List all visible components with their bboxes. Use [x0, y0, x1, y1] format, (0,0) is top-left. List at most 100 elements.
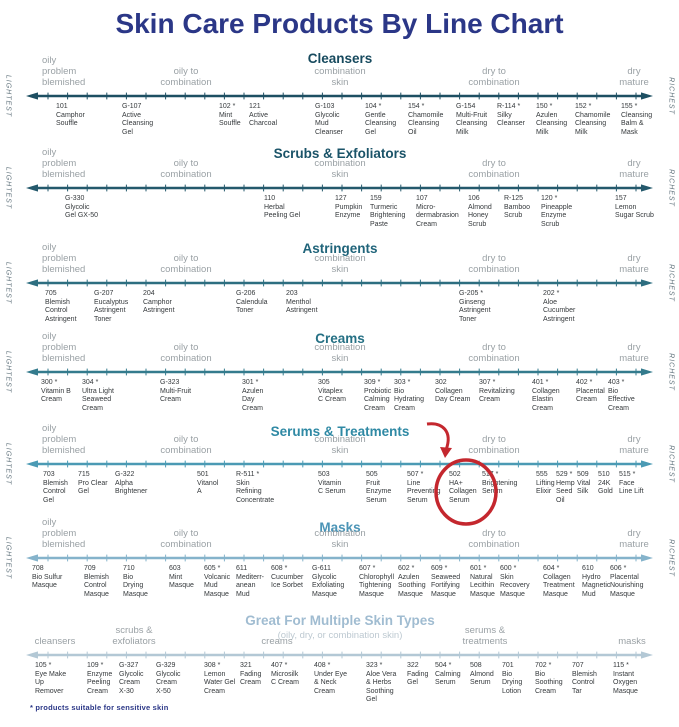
product-label: 152 * Chamomile Cleansing Milk: [575, 103, 611, 136]
product-label: 607 * Chlorophyll Tightening Masque: [359, 565, 395, 598]
axis-zone-label: serums & treatments: [462, 625, 508, 647]
product-label: 708 Bio Sulfur Masque: [32, 565, 63, 590]
lightest-label: LIGHTEST: [4, 536, 12, 580]
product-label: 707 Blemish Control Tar: [572, 662, 597, 695]
axis-zone-label: oily problem blemished: [42, 55, 86, 88]
product-label: 517 * Brightening Serum: [482, 471, 518, 496]
product-label: 555 Lifting Elixir: [536, 471, 555, 496]
product-label: 159 Turmeric Brightening Paste: [370, 195, 406, 228]
product-label: G-103 Glycolic Mud Cleanser: [315, 103, 344, 136]
product-label: 150 * Azulen Cleansing Milk: [536, 103, 568, 136]
product-label: R-511 * Skin Refining Concentrate: [236, 471, 275, 504]
axis-zone-label: dry mature: [619, 66, 649, 88]
product-label: 110 Herbal Peeling Gel: [264, 195, 301, 220]
section-title-scrubs: Scrubs & Exfoliators: [273, 146, 407, 161]
product-label: 154 * Chamomile Cleansing Oil: [408, 103, 444, 136]
product-label: 403 * Bio Effective Cream: [608, 379, 635, 412]
axis-cleansers: [26, 92, 653, 100]
product-label: 504 * Calming Serum: [435, 662, 461, 687]
axis-zone-label: dry to combination: [468, 158, 520, 180]
product-label: 505 Fruit Enzyme Serum: [366, 471, 392, 504]
lightest-label: LIGHTEST: [4, 261, 12, 305]
product-label: 715 Pro Clear Gel: [78, 471, 108, 496]
axis-zone-label: oily to combination: [160, 528, 212, 550]
section-title-cleansers: Cleansers: [307, 51, 373, 66]
product-label: 322 Fading Gel: [407, 662, 429, 687]
product-label: 608 * Cucumber Ice Sorbet: [271, 565, 304, 590]
section-title-masks: Masks: [319, 520, 361, 535]
axis-multi-skin-types: [26, 651, 653, 659]
axis-zone-label: dry mature: [619, 434, 649, 456]
product-label: G-322 Alpha Brightener: [115, 471, 148, 496]
product-label: 502 HA+ Collagen Serum: [449, 471, 477, 504]
lightest-label: LIGHTEST: [4, 350, 12, 394]
axis-zone-label: dry to combination: [468, 253, 520, 275]
product-label: 507 * Line Preventing Serum: [407, 471, 441, 504]
product-label: 701 Bio Drying Lotion: [502, 662, 523, 695]
richest-label: RICHEST: [667, 264, 675, 302]
axis-zone-label: dry mature: [619, 158, 649, 180]
product-label: 303 * Bio Hydrating Cream: [394, 379, 424, 412]
product-label: 202 * Aloe Cucumber Astringent: [543, 290, 576, 323]
axis-zone-label: masks: [618, 636, 646, 647]
axis-zone-label: oily to combination: [160, 253, 212, 275]
highlight-circle: [434, 458, 498, 526]
product-label: 605 * Volcanic Mud Masque: [204, 565, 231, 598]
product-label: 157 Lemon Sugar Scrub: [615, 195, 654, 220]
axis-zone-label: cleansers: [34, 636, 76, 647]
axis-zone-label: scrubs & exfoliators: [112, 625, 156, 647]
highlight-arrow: [426, 422, 450, 451]
richest-label: RICHEST: [667, 77, 675, 115]
product-label: 102 * Mint Souffle: [219, 103, 241, 128]
product-label: 703 Blemish Control Gel: [43, 471, 68, 504]
product-label: G-207 Eucalyptus Astringent Toner: [94, 290, 129, 323]
axis-zone-label: oily to combination: [160, 66, 212, 88]
axis-zone-label: combination skin: [314, 528, 366, 550]
product-label: G-330 Glycolic Gel GX-50: [65, 195, 99, 220]
product-label: 602 * Azulen Soothing Masque: [398, 565, 426, 598]
product-label: 120 * Pineapple Enzyme Scrub: [541, 195, 573, 228]
section-title-creams: Creams: [315, 331, 365, 346]
product-label: 301 * Azulen Day Cream: [242, 379, 264, 412]
axis-zone-label: oily problem blemished: [42, 517, 86, 550]
axis-astringents: [26, 279, 653, 287]
product-label: 609 * Seaweed Fortifying Masque: [431, 565, 461, 598]
product-label: 529 * Hemp Seed Oil: [556, 471, 575, 504]
product-label: 104 * Gentle Cleansing Gel: [365, 103, 397, 136]
product-label: 106 Almond Honey Scrub: [468, 195, 492, 228]
product-label: 307 * Revitalizing Cream: [479, 379, 515, 404]
product-label: 101 Camphor Souffle: [56, 103, 85, 128]
lightest-label: LIGHTEST: [4, 74, 12, 118]
axis-zone-label: oily problem blemished: [42, 242, 86, 275]
product-label: 402 * Placental Cream: [576, 379, 605, 404]
sensitive-skin-footnote: * products suitable for sensitive skin: [30, 703, 169, 712]
product-label: 121 Active Charcoal: [249, 103, 278, 128]
product-label: 710 Bio Drying Masque: [123, 565, 148, 598]
axis-zone-label: dry mature: [619, 253, 649, 275]
axis-zone-label: combination skin: [314, 253, 366, 275]
axis-zone-label: oily to combination: [160, 158, 212, 180]
richest-label: RICHEST: [667, 169, 675, 207]
axis-zone-label: dry to combination: [468, 528, 520, 550]
axis-zone-label: combination skin: [314, 342, 366, 364]
axis-zone-label: dry to combination: [468, 66, 520, 88]
highlight-arrow-head: [440, 447, 452, 458]
axis-creams: [26, 368, 653, 376]
axis-zone-label: oily problem blemished: [42, 147, 86, 180]
richest-label: RICHEST: [667, 353, 675, 391]
product-label: 510 24K Gold: [598, 471, 613, 496]
product-label: 515 * Face Line Lift: [619, 471, 644, 496]
product-label: G-323 Multi-Fruit Cream: [160, 379, 192, 404]
product-label: 107 Micro-dermabrasion Cream: [416, 195, 459, 228]
product-label: 305 Vitaplex C Cream: [318, 379, 347, 404]
product-label: G-205 * Ginseng Astringent Toner: [459, 290, 491, 323]
product-label: 610 Hydro Magnetic Mud: [582, 565, 611, 598]
